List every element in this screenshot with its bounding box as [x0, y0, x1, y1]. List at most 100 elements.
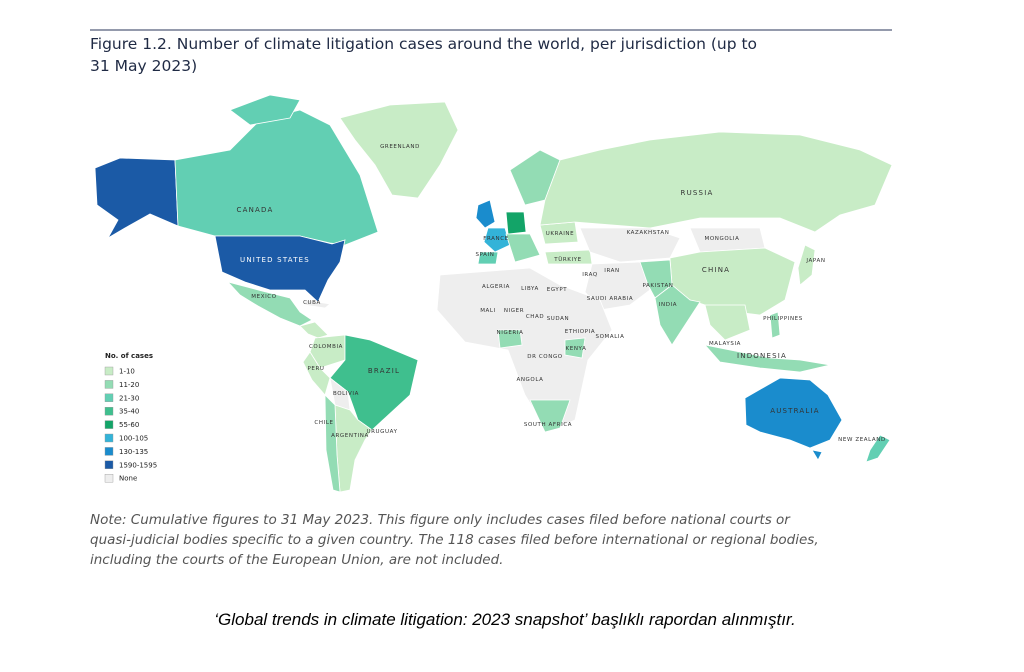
country-label: SOMALIA — [596, 334, 625, 340]
australia — [744, 377, 843, 449]
country-label: CHAD — [526, 314, 544, 320]
country-label: ARGENTINA — [331, 433, 369, 439]
colombia — [309, 334, 346, 369]
legend-label: 1590-1595 — [119, 461, 157, 469]
country-label: FRANCE — [483, 236, 509, 242]
country-label: AUSTRALIA — [770, 407, 820, 415]
chile — [324, 394, 341, 493]
canada — [174, 109, 379, 246]
cuba — [304, 299, 331, 309]
country-label: BOLIVIA — [333, 391, 359, 397]
legend-label: 1-10 — [119, 368, 135, 376]
country-label: NIGER — [504, 308, 524, 314]
central-america — [299, 321, 329, 339]
legend-swatch — [104, 460, 114, 469]
note-line: Note: Cumulative figures to 31 May 2023.… — [90, 512, 791, 528]
country-label: PERU — [307, 366, 324, 372]
alaska — [94, 157, 179, 240]
country-label: CHINA — [702, 266, 730, 274]
country-label: LIBYA — [521, 286, 539, 292]
africa — [436, 267, 613, 433]
country-label: CANADA — [237, 206, 274, 214]
japan — [797, 244, 816, 286]
country-label: UNITED STATES — [240, 256, 310, 264]
title-line: Figure 1.2. Number of climate litigation… — [90, 35, 757, 53]
caption: ‘Global trends in climate litigation: 20… — [214, 610, 795, 629]
country-label: SOUTH AFRICA — [524, 422, 572, 428]
country-label: SAUDI ARABIA — [587, 296, 633, 302]
country-label: IRAQ — [582, 272, 598, 278]
legend-swatch — [104, 407, 114, 416]
south-africa — [529, 399, 571, 433]
legend-swatch — [104, 380, 114, 389]
legend-label: 100-105 — [119, 435, 148, 443]
note-line: quasi-judicial bodies specific to a give… — [90, 532, 819, 548]
spain — [477, 251, 499, 265]
country-label: ALGERIA — [482, 284, 510, 290]
country-label: NIGERIA — [497, 330, 524, 336]
legend-swatch — [104, 366, 114, 376]
country-label: PAKISTAN — [642, 283, 673, 289]
country-label: SUDAN — [547, 316, 570, 322]
country-label: KENYA — [566, 346, 587, 352]
country-label: NEW ZEALAND — [838, 437, 886, 443]
country-label: ANGOLA — [516, 377, 543, 383]
legend-label: 55-60 — [119, 421, 139, 429]
uk — [475, 199, 496, 229]
kenya — [564, 337, 586, 359]
country-label: BRAZIL — [368, 367, 400, 375]
legend-title: No. of cases — [105, 352, 153, 360]
country-label: MALAYSIA — [709, 341, 741, 347]
legend-swatch — [104, 474, 114, 483]
legend-label: 35-40 — [119, 408, 139, 416]
map-labels: GREENLAND CANADA UNITED STATES MEXICO CU… — [237, 144, 886, 443]
legend-label: 11-20 — [119, 381, 139, 389]
country-label: KAZAKHSTAN — [627, 230, 670, 236]
country-label: MEXICO — [251, 294, 276, 300]
russia — [539, 131, 893, 233]
country-label: JAPAN — [805, 258, 825, 264]
country-label: INDIA — [659, 302, 677, 308]
legend-label: 130-135 — [119, 448, 148, 456]
legend-swatch — [104, 447, 114, 456]
title-line: 31 May 2023) — [90, 57, 197, 75]
country-label: SPAIN — [476, 252, 495, 258]
greenland — [339, 101, 459, 199]
germany — [505, 211, 527, 235]
arctic-islands — [229, 94, 301, 126]
southeast-asia — [704, 304, 751, 341]
country-label: INDONESIA — [737, 352, 787, 360]
nigeria — [497, 329, 523, 349]
indonesia — [703, 344, 831, 373]
country-label: CUBA — [303, 300, 321, 306]
india — [654, 284, 701, 346]
country-label: ETHIOPIA — [565, 329, 595, 335]
central-europe — [505, 233, 541, 263]
country-label: IRAN — [604, 268, 620, 274]
country-label: URUGUAY — [366, 429, 397, 435]
country-label: DR CONGO — [527, 354, 563, 360]
legend-swatch — [104, 433, 114, 443]
country-label: RUSSIA — [681, 189, 714, 197]
country-label: GREENLAND — [380, 144, 420, 150]
country-label: TÜRKIYE — [553, 256, 581, 263]
country-label: UKRAINE — [546, 231, 574, 237]
country-label: MONGOLIA — [704, 236, 739, 242]
france — [483, 227, 511, 253]
country-label: MALI — [480, 308, 496, 314]
legend-swatch — [104, 393, 114, 402]
country-label: CHILE — [314, 420, 333, 426]
note-line: including the courts of the European Uni… — [90, 552, 503, 568]
philippines — [769, 311, 781, 339]
legend-label: None — [119, 475, 137, 483]
new-zealand — [865, 434, 891, 463]
tasmania — [811, 449, 823, 461]
country-label: COLOMBIA — [309, 344, 343, 350]
country-label: PHILIPPINES — [763, 316, 803, 322]
mexico — [226, 281, 313, 327]
legend-swatch — [104, 420, 114, 429]
legend-label: 21-30 — [119, 394, 139, 402]
usa — [214, 235, 346, 303]
map — [94, 94, 893, 493]
